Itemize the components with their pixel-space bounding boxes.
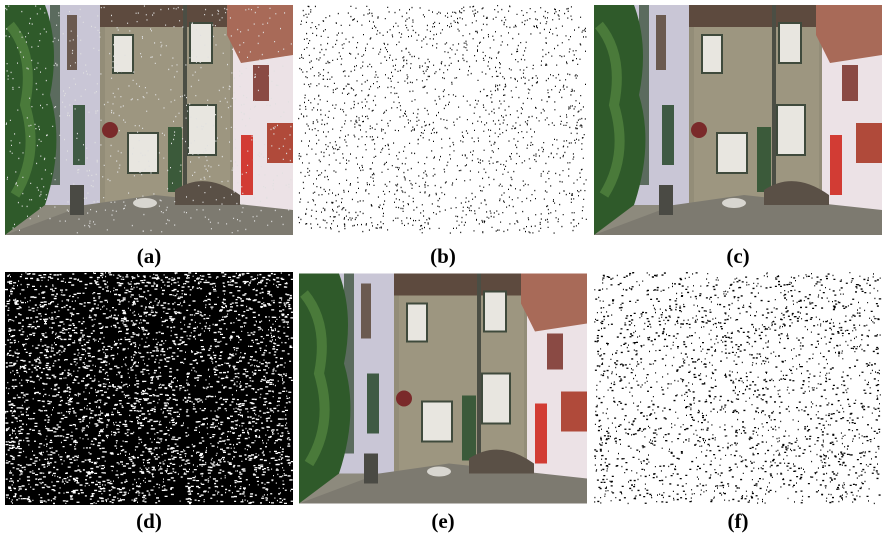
restored-image xyxy=(299,274,587,504)
mask-image xyxy=(594,272,882,505)
panel-label: (e) xyxy=(431,509,454,533)
panel-label: (b) xyxy=(430,244,456,268)
restored-image xyxy=(594,5,882,235)
panel-label: (d) xyxy=(136,509,162,533)
panel-label: (f) xyxy=(728,509,749,533)
page: (a) (b) (c) (d) (e) (f) (() => { const d… xyxy=(0,0,883,538)
noisy-image xyxy=(5,5,293,235)
panel-label: (c) xyxy=(726,244,749,268)
panel-label: (a) xyxy=(137,244,162,268)
figure: (a) (b) (c) (d) (e) (f) xyxy=(0,0,883,538)
mask-image xyxy=(298,5,588,235)
